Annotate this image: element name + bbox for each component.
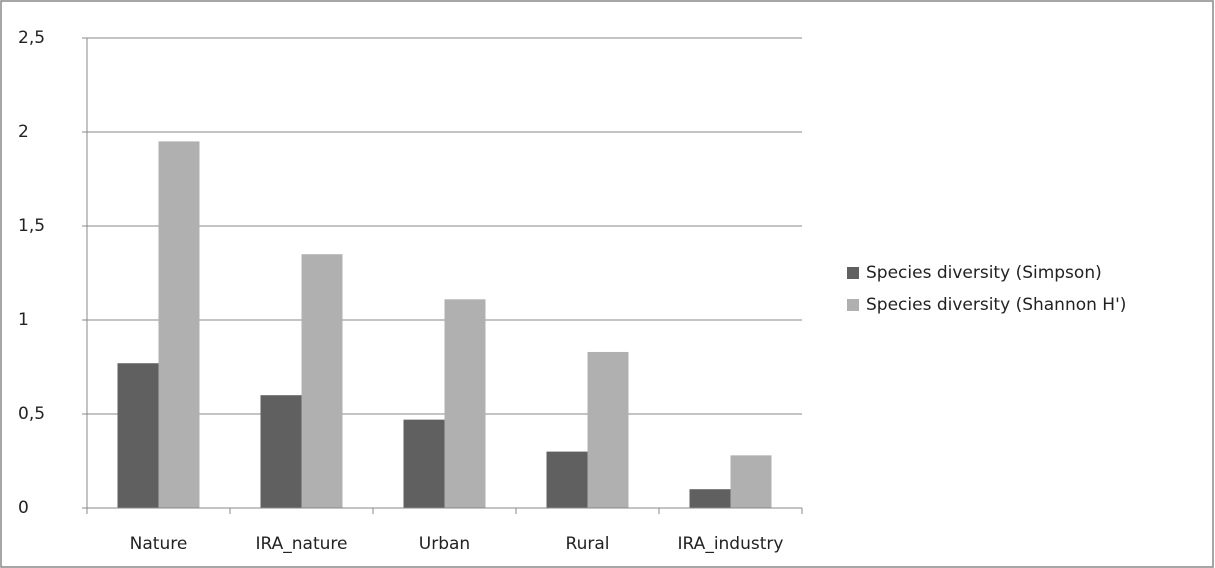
bar <box>260 395 302 508</box>
y-tick-label: 0,5 <box>18 404 45 424</box>
bar <box>117 363 159 508</box>
bar <box>403 419 445 508</box>
x-tick-label: IRA_nature <box>256 534 348 554</box>
y-tick-label: 1,5 <box>18 216 45 236</box>
legend-swatch <box>847 299 859 311</box>
legend-label: Species diversity (Simpson) <box>866 263 1102 283</box>
bar <box>730 455 772 508</box>
x-tick-label: Nature <box>130 534 188 554</box>
bar <box>301 254 343 508</box>
bar <box>158 141 200 508</box>
x-tick-label: IRA_industry <box>678 534 784 554</box>
bar <box>444 299 486 508</box>
bar <box>587 351 629 508</box>
x-tick-label: Rural <box>566 534 610 554</box>
y-tick-label: 2,5 <box>18 28 45 48</box>
y-tick-label: 0 <box>18 498 29 518</box>
y-tick-label: 1 <box>18 310 29 330</box>
x-tick-label: Urban <box>419 534 470 554</box>
bar <box>546 451 588 508</box>
legend-label: Species diversity (Shannon H') <box>866 295 1126 315</box>
legend-swatch <box>847 267 859 279</box>
bar <box>689 489 731 508</box>
y-tick-label: 2 <box>18 122 29 142</box>
